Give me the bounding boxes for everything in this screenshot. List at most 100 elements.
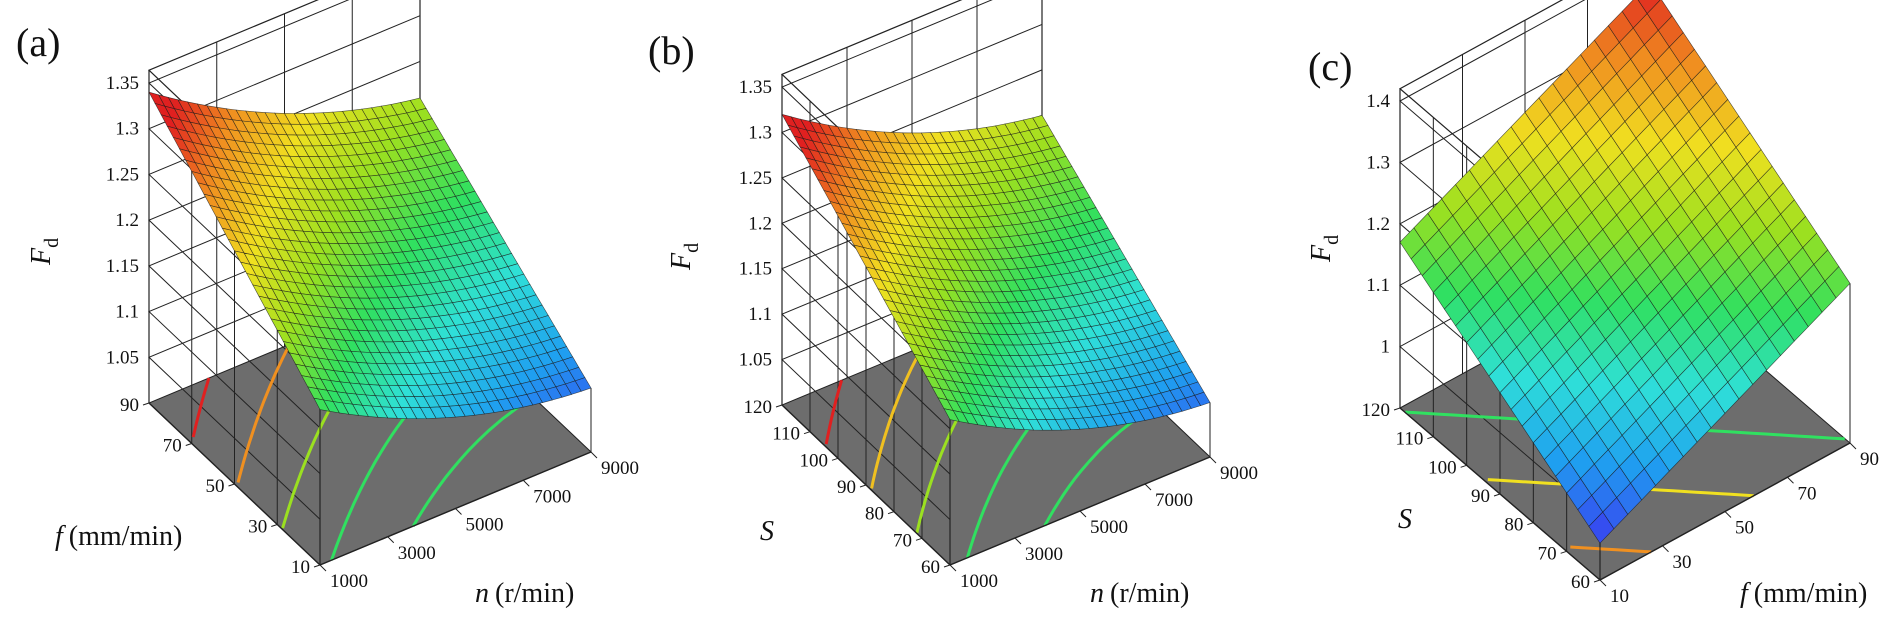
y-tick-mark xyxy=(271,524,278,527)
z-axis-subscript: d xyxy=(1321,235,1343,245)
y-tick-mark xyxy=(1427,436,1434,440)
y-tick-mark xyxy=(1460,464,1467,468)
y-tick-mark xyxy=(142,402,150,406)
x-axis-variable: f xyxy=(1740,578,1751,609)
y-tick-label: 60 xyxy=(1571,572,1590,593)
y-tick-label: 110 xyxy=(772,424,800,445)
panel-label: (b) xyxy=(648,28,695,73)
y-tick-label: 60 xyxy=(921,557,940,578)
response-surface xyxy=(781,113,1211,431)
z-tick-label: 1.35 xyxy=(739,77,772,98)
z-tick-label: 1.2 xyxy=(1366,214,1390,235)
z-tick-label: 1.3 xyxy=(1366,152,1390,173)
y-tick-label: 90 xyxy=(837,477,856,498)
y-tick-mark xyxy=(915,537,923,541)
y-tick-label: 90 xyxy=(1471,486,1490,507)
z-axis-label: Fd xyxy=(26,238,63,266)
y-tick-label: 100 xyxy=(800,450,829,471)
z-tick-label: 1 xyxy=(1381,337,1391,358)
surface-plot-a: 1000 3000 5000 7000 9000 10 30 50 70 90 1.05 1.1 1.1… xyxy=(16,0,639,609)
y-tick-mark xyxy=(313,564,321,568)
y-tick-label: 120 xyxy=(1362,400,1391,421)
z-tick-label: 1.25 xyxy=(739,168,772,189)
y-axis-variable: S xyxy=(1398,504,1412,535)
x-tick-mark xyxy=(455,508,462,515)
z-tick-label: 1.2 xyxy=(748,213,772,234)
x-tick-mark xyxy=(1599,579,1607,587)
y-tick-label: 90 xyxy=(120,395,139,416)
x-tick-label: 7000 xyxy=(1155,490,1193,511)
z-axis-label: Fd xyxy=(666,243,703,271)
y-tick-label: 70 xyxy=(1538,543,1557,564)
x-axis-unit: (r/min) xyxy=(495,578,574,609)
z-tick-label: 1.4 xyxy=(1366,91,1390,112)
y-tick-label: 50 xyxy=(206,476,225,497)
z-tick-label: 1.05 xyxy=(106,347,139,368)
x-tick-label: 10 xyxy=(1610,586,1629,607)
y-tick-mark xyxy=(1393,407,1401,411)
x-axis-unit: (mm/min) xyxy=(1754,578,1868,609)
y-tick-mark xyxy=(859,484,867,488)
z-axis-subscript: d xyxy=(41,238,63,248)
x-tick-mark xyxy=(387,536,395,544)
response-surface xyxy=(1399,0,1851,544)
x-tick-label: 9000 xyxy=(1220,463,1258,484)
panel-label: (a) xyxy=(16,20,60,65)
y-tick-mark xyxy=(1593,579,1601,583)
y-tick-mark xyxy=(803,431,811,435)
surface-cell xyxy=(1194,391,1211,406)
x-tick-label: 7000 xyxy=(533,486,571,507)
x-tick-mark xyxy=(1079,510,1087,518)
z-tick-label: 1.25 xyxy=(106,164,139,185)
response-surface xyxy=(148,91,592,420)
contour-line xyxy=(824,379,844,445)
z-tick-label: 1.35 xyxy=(106,73,139,94)
y-tick-label: 80 xyxy=(1504,515,1523,536)
x-tick-label: 3000 xyxy=(398,543,436,564)
y-tick-label: 70 xyxy=(163,436,182,457)
x-axis-variable: n xyxy=(1090,578,1104,609)
contour-line xyxy=(236,343,292,483)
y-axis-label: S xyxy=(1398,504,1412,535)
z-tick-label: 1.1 xyxy=(748,304,772,325)
axes: 1000 3000 5000 7000 9000 10 30 50 70 90 1.05 1.1 1.1… xyxy=(106,73,639,592)
contour-line xyxy=(870,345,925,489)
x-axis-label: n (r/min) xyxy=(1090,578,1189,609)
y-axis-label: S xyxy=(760,516,774,547)
x-tick-mark xyxy=(1209,456,1217,464)
z-tick-label: 1.3 xyxy=(748,122,772,143)
x-tick-label: 70 xyxy=(1798,483,1817,504)
y-axis-variable: S xyxy=(760,516,774,547)
x-tick-label: 5000 xyxy=(466,515,504,536)
x-tick-mark xyxy=(1014,537,1022,545)
x-axis-label: f (mm/min) xyxy=(1740,578,1867,609)
x-tick-mark xyxy=(590,451,598,459)
y-tick-label: 120 xyxy=(744,397,773,418)
x-tick-label: 5000 xyxy=(1090,517,1128,538)
y-axis-variable: f xyxy=(55,521,66,552)
x-tick-mark xyxy=(1144,483,1152,491)
z-axis-label: Fd xyxy=(1306,235,1343,263)
x-tick-label: 30 xyxy=(1673,552,1692,573)
y-tick-label: 100 xyxy=(1428,457,1457,478)
panel-label: (c) xyxy=(1308,44,1352,89)
z-tick-label: 1.2 xyxy=(115,210,139,231)
x-tick-mark xyxy=(1787,476,1794,484)
x-tick-mark xyxy=(522,479,530,487)
z-tick-label: 1.15 xyxy=(739,259,772,280)
contour-line xyxy=(1043,417,1138,527)
y-tick-mark xyxy=(943,564,951,568)
y-tick-label: 110 xyxy=(1396,429,1424,450)
x-axis-unit: (r/min) xyxy=(1110,578,1189,609)
y-tick-label: 30 xyxy=(248,517,267,538)
surface-drop-lines xyxy=(1599,283,1851,580)
y-tick-mark xyxy=(185,443,192,446)
contour-line xyxy=(412,404,521,527)
x-tick-label: 9000 xyxy=(601,458,639,479)
y-axis-label: f (mm/min) xyxy=(55,521,182,552)
